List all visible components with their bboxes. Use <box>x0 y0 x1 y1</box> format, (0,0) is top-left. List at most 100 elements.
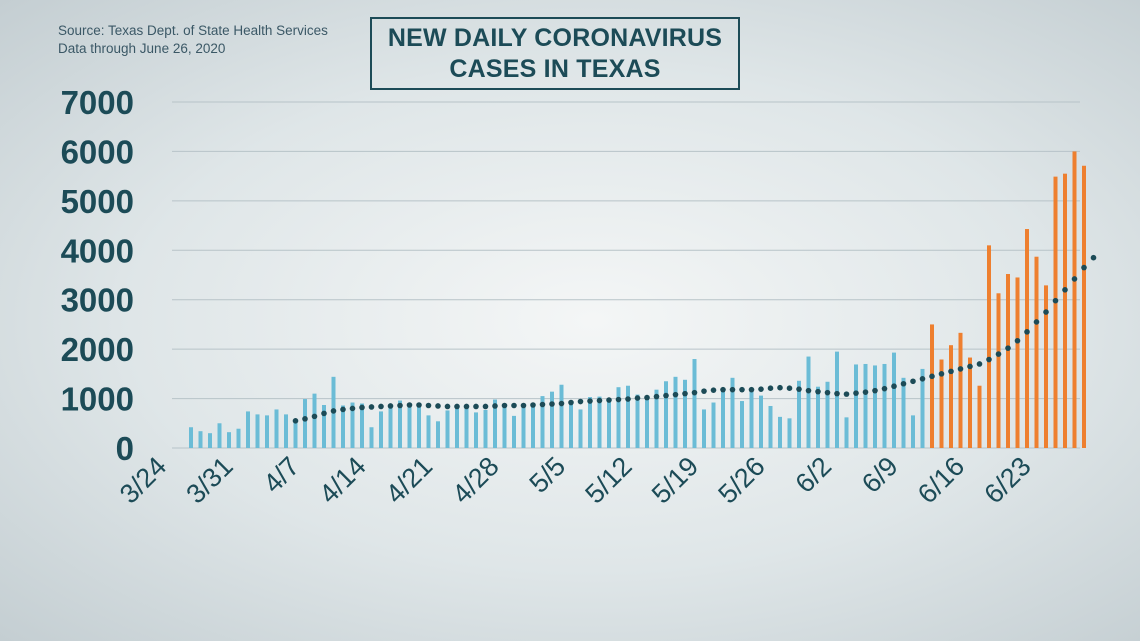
trend-point <box>853 390 859 396</box>
x-tick-label: 4/14 <box>313 451 371 509</box>
bar <box>426 415 431 448</box>
bar <box>597 396 602 448</box>
bar <box>198 431 203 448</box>
trend-point <box>501 402 508 409</box>
x-tick-label: 6/16 <box>912 451 970 509</box>
bar <box>436 421 440 448</box>
bar <box>607 401 611 448</box>
trend-point <box>444 403 451 410</box>
bar <box>645 398 649 448</box>
bar <box>1063 173 1067 448</box>
bar <box>844 417 849 448</box>
bar <box>816 386 820 448</box>
chart-title-line-1: NEW DAILY CORONAVIRUS <box>387 23 723 52</box>
trend-point <box>862 389 869 395</box>
x-axis-ticks: 3/24 3/31 4/7 4/14 4/21 4/28 5/5 5/12 5/19 5/26 6/… <box>114 451 1037 509</box>
bar <box>863 363 868 448</box>
bar <box>274 409 279 448</box>
bar <box>341 405 345 448</box>
bar <box>1006 274 1010 448</box>
bar <box>189 427 193 448</box>
x-tick-label: 6/23 <box>978 451 1036 509</box>
bar <box>683 379 687 448</box>
bar <box>721 388 725 448</box>
bar <box>939 359 944 448</box>
bar <box>512 415 516 448</box>
trend-point <box>1090 254 1097 261</box>
trend-point <box>919 376 926 382</box>
trend-point <box>368 404 375 410</box>
bar <box>569 401 573 448</box>
bar <box>407 403 412 448</box>
trend-point <box>425 402 432 409</box>
trend-point <box>1062 287 1068 293</box>
x-tick-label: 5/26 <box>712 451 770 509</box>
trend-point <box>834 390 840 397</box>
trend-point <box>473 403 479 410</box>
bar <box>360 403 364 448</box>
bar <box>227 432 231 448</box>
trend-point <box>463 403 470 410</box>
trend-point <box>615 396 622 403</box>
bar <box>1025 229 1029 448</box>
x-tick-label: 4/28 <box>446 451 504 509</box>
bar <box>958 332 963 448</box>
bar <box>1053 176 1058 448</box>
chart-title-line-2: CASES IN TEXAS <box>449 54 661 83</box>
bar <box>455 404 459 448</box>
trend-point <box>492 403 498 409</box>
trend-point <box>777 384 783 391</box>
trend-point <box>948 368 954 375</box>
trend-point <box>938 371 945 377</box>
bar <box>768 405 773 448</box>
bar <box>711 402 716 448</box>
trend-point <box>824 389 831 396</box>
trend-point <box>311 413 318 420</box>
bar <box>854 364 858 448</box>
trend-point <box>1081 264 1087 271</box>
trend-point <box>786 385 793 391</box>
y-tick-label: 7000 <box>61 84 134 121</box>
bar <box>483 409 488 448</box>
data-date-line: Data through June 26, 2020 <box>58 41 226 56</box>
x-tick-label: 5/5 <box>523 451 571 499</box>
bar <box>502 405 507 448</box>
x-tick-label: 6/2 <box>789 451 837 499</box>
trend-point <box>454 403 460 410</box>
trend-point <box>568 399 574 406</box>
trend-point <box>929 373 935 380</box>
bar <box>521 405 526 448</box>
bar <box>531 406 535 448</box>
y-tick-label: 0 <box>116 430 134 467</box>
bar <box>217 423 222 448</box>
bar <box>825 381 830 448</box>
bar <box>236 428 241 448</box>
bar <box>445 410 450 448</box>
bar <box>588 397 592 448</box>
bar <box>835 351 839 448</box>
trend-point <box>1005 345 1011 351</box>
trend-point <box>302 416 308 422</box>
bar <box>740 401 744 448</box>
bar <box>379 411 383 448</box>
bar <box>388 407 393 448</box>
bar <box>322 404 326 448</box>
trend-point <box>957 366 964 372</box>
trend-point <box>625 396 631 402</box>
trend-point <box>976 361 983 367</box>
trend-point <box>435 403 441 409</box>
trend-point <box>710 387 717 393</box>
y-tick-label: 2000 <box>61 331 134 368</box>
trend-point <box>682 390 688 397</box>
bar <box>977 385 982 448</box>
y-axis-ticks: 0 1000 2000 3000 4000 5000 6000 7000 <box>61 84 134 467</box>
bars <box>189 151 1086 448</box>
trend-point <box>1033 319 1040 325</box>
trend-point <box>805 387 812 394</box>
bar <box>559 384 564 448</box>
trend-point <box>767 385 774 391</box>
trend-point <box>520 402 527 409</box>
source-line: Source: Texas Dept. of State Health Serv… <box>58 23 328 38</box>
trend-point <box>511 402 517 409</box>
